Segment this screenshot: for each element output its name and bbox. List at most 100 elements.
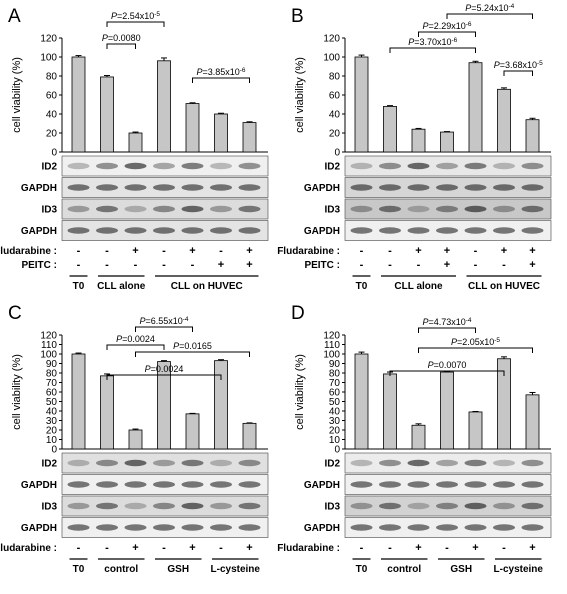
blot-label: GAPDH (21, 480, 57, 491)
blot-label: ID3 (41, 205, 57, 216)
treatment-sign: - (105, 245, 109, 257)
blot-band (521, 162, 544, 170)
p-value-label: P=3.70x10-6 (408, 37, 457, 48)
y-tick-label: 60 (329, 91, 341, 102)
panel-letter: C (8, 303, 22, 324)
bar (440, 371, 454, 450)
blot-band (96, 502, 118, 510)
p-value-label: P=6.55x10-4 (139, 316, 188, 327)
blot-band (210, 227, 232, 234)
significance-bracket (418, 347, 533, 353)
significance-bracket (106, 374, 222, 380)
blot-band (153, 502, 175, 510)
bar (157, 361, 171, 450)
blot-band (350, 502, 373, 510)
treatment-sign: - (162, 542, 166, 554)
treatment-sign: + (529, 245, 535, 257)
treatment-sign: + (246, 542, 252, 554)
blot-band (521, 184, 544, 191)
blot-band (238, 459, 261, 467)
blot-band (436, 481, 458, 488)
blot-label: ID2 (41, 459, 57, 470)
blot-strip (344, 452, 552, 474)
bar (468, 411, 483, 450)
blot-strip (61, 452, 269, 474)
blot-band (407, 227, 430, 234)
blot-band (464, 459, 487, 467)
treatment-sign: - (360, 259, 364, 271)
bar (525, 394, 540, 450)
blot-band (436, 227, 458, 234)
blot-band (493, 227, 515, 234)
blot-band (407, 524, 430, 531)
treatment-sign: - (77, 245, 81, 257)
blot-band (238, 481, 261, 488)
bar (411, 424, 426, 450)
bar (411, 128, 426, 153)
y-tick-label: 50 (46, 397, 58, 408)
blot-band (67, 205, 90, 213)
blot-band (210, 502, 232, 510)
y-tick-label: 10 (329, 435, 341, 446)
blot-band (96, 481, 118, 488)
treatment-sign: - (445, 542, 449, 554)
blot-strip (61, 495, 269, 517)
blot-label: GAPDH (21, 183, 57, 194)
y-tick-label: 40 (46, 110, 58, 121)
blot-label: ID2 (324, 459, 340, 470)
p-value-label: P=5.24x10-4 (465, 3, 514, 14)
treatment-label: Fludarabine : (0, 543, 57, 554)
treatment-sign: + (132, 542, 138, 554)
y-tick-label: 0 (334, 148, 340, 159)
treatment-sign: + (444, 245, 450, 257)
blot-band (181, 459, 204, 467)
significance-bracket (389, 47, 476, 53)
bar (214, 360, 228, 450)
blot-band (124, 502, 147, 510)
p-value-label: P=0.0165 (173, 341, 212, 351)
panel-letter: B (291, 6, 304, 27)
y-tick-label: 40 (329, 110, 341, 121)
blot-band (238, 227, 261, 234)
blot-band (153, 162, 175, 170)
blot-band (210, 205, 232, 213)
y-tick-label: 20 (46, 129, 58, 140)
treatment-sign: + (246, 245, 252, 257)
y-tick-label: 120 (40, 331, 57, 342)
treatment-sign: - (474, 259, 478, 271)
blot-band (124, 227, 147, 234)
blot-band (493, 184, 515, 191)
group-label: L-cysteine (494, 564, 544, 575)
y-tick-label: 80 (329, 72, 341, 83)
panel-letter: D (291, 303, 305, 324)
blot-band (238, 162, 261, 170)
bar (128, 429, 143, 450)
significance-bracket (418, 31, 476, 37)
bar (497, 88, 511, 153)
p-value-label: P=4.73x10-4 (422, 317, 471, 328)
bar (214, 113, 228, 153)
bar (185, 413, 200, 450)
blot-band (379, 502, 401, 510)
bar (354, 353, 369, 450)
blot-band (407, 481, 430, 488)
treatment-sign: + (529, 542, 535, 554)
blot-band (407, 184, 430, 191)
blot-strip (344, 495, 552, 517)
y-tick-label: 110 (41, 340, 57, 351)
blot-band (436, 524, 458, 531)
treatment-sign: - (191, 259, 195, 271)
y-tick-label: 20 (46, 426, 58, 437)
significance-bracket (192, 77, 250, 83)
bar (440, 131, 454, 153)
group-label: control (104, 564, 138, 575)
significance-bracket (418, 327, 476, 333)
blot-band (96, 459, 118, 467)
treatment-sign: - (502, 542, 506, 554)
blot-band (96, 184, 118, 191)
blot-band (181, 524, 204, 531)
